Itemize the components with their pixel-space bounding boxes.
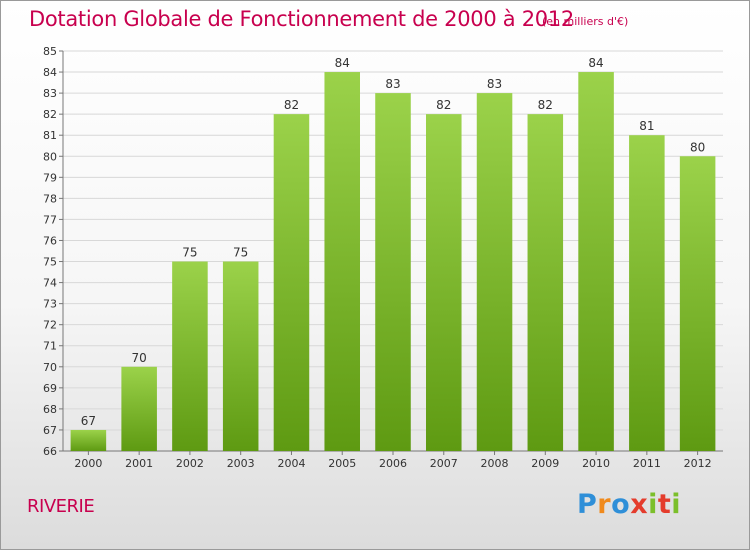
y-tick-label: 72: [43, 319, 57, 332]
proxiti-logo[interactable]: Proxiti: [577, 489, 681, 520]
bars: [70, 72, 716, 452]
bar-2002: [172, 261, 208, 451]
logo-letter: i: [648, 489, 658, 520]
x-tick-label: 2005: [328, 457, 356, 470]
y-tick-label: 82: [43, 108, 57, 121]
chart-title: Dotation Globale de Fonctionnement de 20…: [29, 7, 574, 31]
x-tick-label: 2006: [379, 457, 407, 470]
y-tick-label: 84: [43, 66, 57, 79]
x-tick-label: 2000: [74, 457, 102, 470]
bar-2010: [578, 72, 614, 451]
x-tick-label: 2002: [176, 457, 204, 470]
y-tick-label: 73: [43, 298, 57, 311]
x-tick-label: 2011: [633, 457, 661, 470]
bar-2001: [121, 366, 157, 451]
logo-letter: x: [630, 489, 649, 520]
bar-2004: [273, 114, 310, 451]
y-tick-label: 76: [43, 234, 57, 247]
logo-letter: t: [657, 489, 672, 520]
data-label: 82: [538, 98, 553, 112]
y-tick-label: 83: [43, 87, 57, 100]
y-tick-label: 79: [43, 171, 57, 184]
y-tick-label: 85: [43, 45, 57, 58]
x-tick-label: 2012: [684, 457, 712, 470]
logo-letter: o: [611, 489, 631, 520]
labels: 66 67 68 69 70 71 72 73 74 75 76 77 78 79 80 81 82 83 84 85…: [43, 45, 712, 470]
data-label: 83: [385, 77, 400, 91]
data-label: 83: [487, 77, 502, 91]
bar-2005: [324, 72, 360, 451]
data-label: 80: [690, 140, 705, 154]
bar-2008: [476, 93, 513, 452]
bar-2006: [375, 93, 411, 452]
bar-2003: [222, 261, 259, 451]
data-label: 75: [233, 246, 248, 260]
x-tick-label: 2001: [125, 457, 153, 470]
bar-2012: [679, 156, 716, 451]
logo-letter: r: [597, 489, 612, 520]
y-tick-label: 80: [43, 150, 57, 163]
bar-2009: [527, 114, 564, 451]
data-label: 82: [436, 98, 451, 112]
data-label: 81: [639, 119, 654, 133]
y-tick-label: 78: [43, 192, 57, 205]
bar-2011: [629, 135, 665, 452]
data-label: 84: [588, 56, 603, 70]
data-label: 82: [284, 98, 299, 112]
logo-letter: i: [671, 489, 682, 520]
y-tick-label: 77: [43, 213, 57, 226]
commune-name: RIVERIE: [27, 496, 95, 517]
x-tick-label: 2007: [430, 457, 458, 470]
y-tick-label: 70: [43, 361, 57, 374]
y-tick-label: 71: [43, 340, 57, 353]
x-tick-label: 2008: [481, 457, 509, 470]
x-tick-label: 2010: [582, 457, 610, 470]
y-tick-label: 81: [43, 129, 57, 142]
data-label: 70: [132, 351, 147, 365]
bar-2007: [426, 114, 462, 451]
data-label: 75: [182, 246, 197, 260]
y-tick-label: 68: [43, 403, 57, 416]
y-tick-label: 66: [43, 445, 57, 458]
x-tick-label: 2009: [531, 457, 559, 470]
bar-2000: [70, 429, 107, 451]
x-tick-label: 2004: [277, 457, 305, 470]
unit-note: (en milliers d'€): [542, 15, 629, 28]
logo-letter: P: [577, 489, 598, 520]
x-tick-label: 2003: [227, 457, 255, 470]
data-label: 67: [81, 414, 96, 428]
y-tick-label: 67: [43, 424, 57, 437]
y-tick-label: 75: [43, 256, 57, 269]
y-tick-label: 69: [43, 382, 57, 395]
data-label: 84: [335, 56, 350, 70]
y-tick-label: 74: [43, 277, 57, 290]
